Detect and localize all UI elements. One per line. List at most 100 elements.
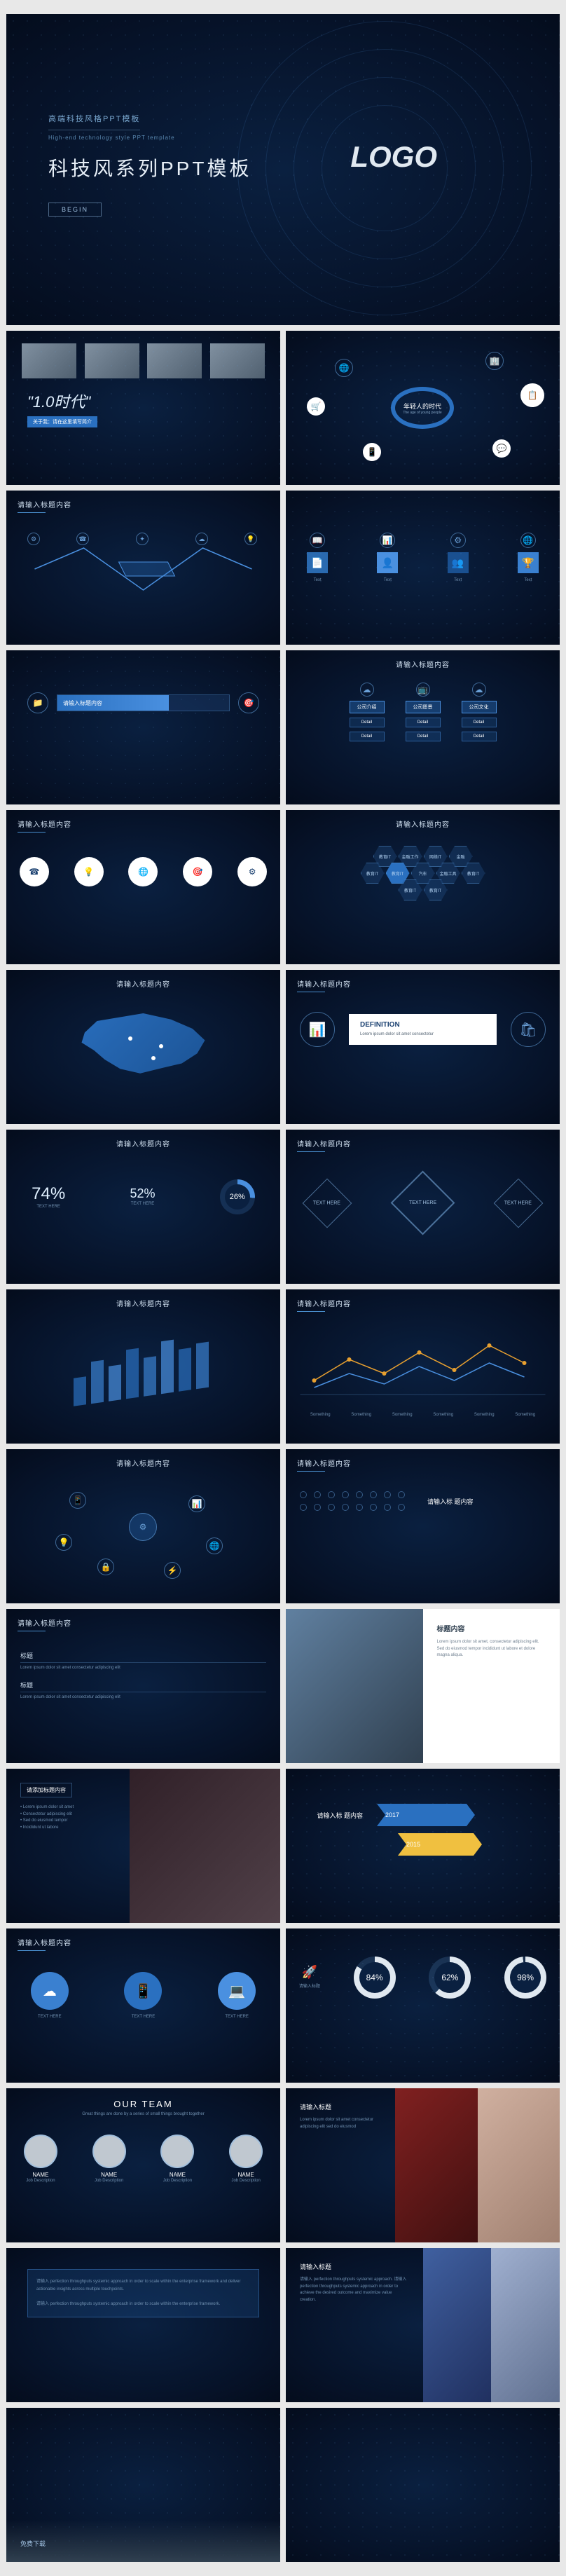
node: ⚡	[164, 1562, 181, 1579]
slide-timeline: 请输入标题内容 ⚙ ☎ ✦ ☁ 💡	[6, 491, 280, 645]
icon-left: 📊	[300, 1012, 335, 1047]
building-icon: 🏢	[485, 352, 504, 370]
progress-label: 请输入标题内容	[63, 699, 102, 707]
box-title: 请添加标题内容	[20, 1783, 72, 1797]
slide-gallery-2: 请输入标题 请输入 perfection throughputs systemi…	[286, 2248, 560, 2402]
left-text: • Lorem ipsum dolor sit amet• Consectetu…	[20, 1804, 116, 1831]
cart-icon: 🛒	[307, 397, 325, 416]
g-img-2	[478, 2088, 560, 2242]
slide-org: 请输入标题内容 ☁ 公司介绍 Detail Detail 📺 公司愿景 Deta…	[286, 650, 560, 804]
slide-laptop: 请添加标题内容 • Lorem ipsum dolor sit amet• Co…	[6, 1769, 280, 1923]
center-sub: The age of young people	[403, 411, 441, 415]
d-label: TEXT HERE	[504, 1200, 532, 1205]
year: 2015	[406, 1841, 420, 1848]
d-val: 98%	[517, 1973, 534, 1982]
board-icon: 📋	[520, 383, 544, 407]
g-img-1	[395, 2088, 477, 2242]
stat-2: 52%	[130, 1186, 155, 1201]
slide-title: 请输入标题内容	[6, 810, 280, 832]
title-underline	[18, 832, 46, 833]
slide-boxes: 📖 📄 Text 📊 👤 Text ⚙ 👥 Text 🌐 🏆 Text	[286, 491, 560, 645]
slide-title: 请输入标题内容	[286, 1449, 560, 1471]
bg-dots	[286, 491, 560, 645]
slide-text-list: 请输入标题内容 标题 Lorem ipsum dolor sit amet co…	[6, 1609, 280, 1763]
begin-button[interactable]: BEGIN	[48, 203, 102, 217]
circle-2: 📱	[124, 1972, 162, 2010]
org-box: 公司文化	[462, 701, 497, 713]
role: Job Description	[160, 2178, 194, 2184]
bg-dots	[6, 331, 280, 485]
diamond-3: TEXT HERE	[493, 1178, 543, 1228]
circle-5: ⚙	[237, 857, 267, 886]
slide-title: 请输入标题内容	[6, 1928, 280, 1950]
c-label: TEXT HERE	[218, 2014, 256, 2020]
slide-triple: 请输入标题内容 ☁ TEXT HERE 📱 TEXT HERE 💻 TEXT H…	[6, 1928, 280, 2083]
org-sub: Detail	[462, 718, 497, 727]
org-sub: Detail	[406, 732, 441, 741]
g-text: Lorem ipsum dolor sit amet consectetur a…	[300, 2117, 381, 2130]
title-area: 高端科技风格PPT模板 High-end technology style PP…	[48, 112, 251, 217]
definition-box: DEFINITION Lorem ipsum dolor sit amet co…	[349, 1014, 497, 1044]
donut-3: 98%	[504, 1957, 546, 1999]
chat-icon: 💬	[492, 439, 511, 458]
diamond-2: TEXT HERE	[391, 1171, 455, 1235]
progress-bar: 请输入标题内容	[57, 694, 230, 711]
node: 📱	[69, 1492, 86, 1509]
title-underline	[297, 1471, 325, 1472]
bar-chart-3d	[53, 1332, 235, 1416]
subtitle: 高端科技风格PPT模板	[48, 113, 140, 130]
title-underline	[18, 512, 46, 513]
def-title: DEFINITION	[360, 1021, 485, 1029]
x-label: Something	[310, 1412, 331, 1418]
item-title: 标题	[20, 1651, 266, 1663]
star-icon: ✦	[136, 533, 149, 545]
dot-grid	[300, 1491, 406, 1511]
org-box: 公司介绍	[350, 701, 385, 713]
node: 🔒	[97, 1558, 114, 1575]
en-subtitle: High-end technology style PPT template	[48, 135, 251, 141]
tv-icon: 📺	[416, 683, 430, 697]
donut-1: 84%	[354, 1957, 396, 1999]
slide-title: 请输入标题内容	[286, 1130, 560, 1151]
donut-val: 26%	[230, 1193, 245, 1201]
node: 🌐	[206, 1537, 223, 1554]
map-dot	[159, 1044, 163, 1048]
block-text: 请输入 perfection throughputs systemic appr…	[36, 2278, 250, 2308]
slide-stats: 请输入标题内容 74% TEXT HERE 52% TEXT HERE 26%	[6, 1130, 280, 1284]
slide-text-block: 请输入 perfection throughputs systemic appr…	[6, 2248, 280, 2402]
center-oval: 年轻人的时代 The age of young people	[391, 387, 454, 429]
slide-title: 请输入标题内容	[6, 491, 280, 512]
circle-2: 💡	[74, 857, 104, 886]
slide-radial: 请输入标题内容 ⚙ 📱 💡 🔒 📊 🌐 ⚡	[6, 1449, 280, 1603]
role: Job Description	[229, 2178, 263, 2184]
d-label: TEXT HERE	[314, 1200, 341, 1205]
center-label: 年轻人的时代	[403, 402, 441, 411]
org-sub: Detail	[462, 732, 497, 741]
globe-icon: 🌐	[335, 359, 353, 377]
org-sub: Detail	[406, 718, 441, 727]
footer-text: 免费下载	[20, 2539, 46, 2548]
icon-right: 🛍	[511, 1012, 546, 1047]
role: Job Description	[92, 2178, 126, 2184]
stat-1: 74%	[32, 1184, 65, 1204]
slide-dots: 请输入标题内容 请输入标 题内容	[286, 1449, 560, 1603]
team-title: OUR TEAM	[6, 2099, 280, 2109]
slide-3dbars: 请输入标题内容	[6, 1289, 280, 1444]
team-sub: Great things are done by a series of sma…	[6, 2111, 280, 2117]
slide-circles: 请输入标题内容 ☎ 💡 🌐 🎯 ⚙	[6, 810, 280, 964]
slide-cover: 高端科技风格PPT模板 High-end technology style PP…	[6, 14, 560, 325]
cloud-icon: ☁	[360, 683, 374, 697]
slide-gallery-1: 请输入标题 Lorem ipsum dolor sit amet consect…	[286, 2088, 560, 2242]
node: 💡	[55, 1534, 72, 1551]
right-text: Lorem ipsum dolor sit amet, consectetur …	[437, 1639, 546, 1659]
title-side: 请输入标 题内容	[427, 1497, 474, 1506]
china-map	[67, 1006, 221, 1083]
building-image	[286, 1609, 423, 1763]
slide-team: OUR TEAM Great things are done by a seri…	[6, 2088, 280, 2242]
year: 2017	[385, 1811, 399, 1818]
slide-building: 标题内容 Lorem ipsum dolor sit amet, consect…	[286, 1609, 560, 1763]
bg-dots	[286, 1928, 560, 2083]
x-label: Something	[474, 1412, 495, 1418]
org-sub: Detail	[350, 732, 385, 741]
x-label: Something	[392, 1412, 413, 1418]
